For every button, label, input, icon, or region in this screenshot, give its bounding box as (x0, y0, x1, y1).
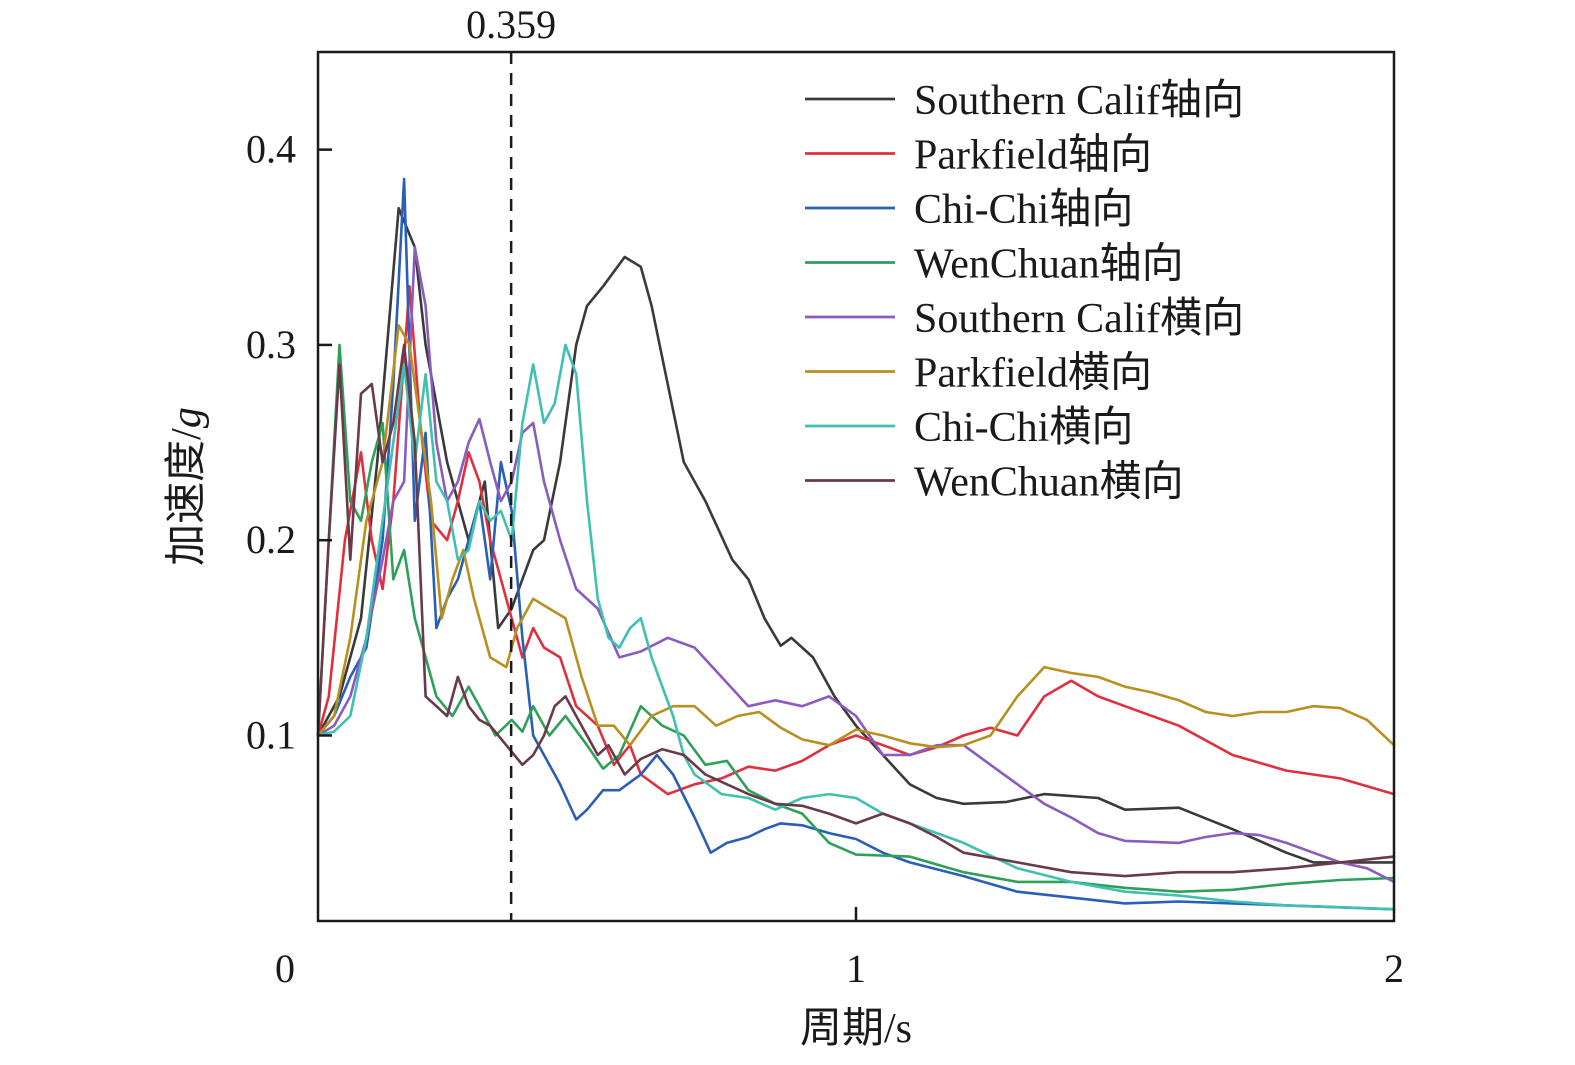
x-tick-label: 1 (846, 946, 866, 991)
series-line-7 (316, 343, 1396, 911)
legend-label: Southern Calif轴向 (914, 78, 1244, 124)
legend-entry: WenChuan轴向 (805, 242, 1184, 288)
y-axis-label-prefix: 加速度/ (164, 428, 210, 566)
y-axis-label: 加速度/g (164, 407, 210, 566)
series-line-2 (316, 285, 1396, 796)
y-tick-label: 0.4 (246, 127, 296, 172)
series-line-6 (316, 324, 1396, 749)
legend-entry: Chi-Chi横向 (805, 405, 1133, 451)
legend-label: Chi-Chi轴向 (914, 187, 1133, 233)
legend-label: WenChuan轴向 (914, 242, 1184, 288)
legend-entry: Parkfield横向 (805, 351, 1152, 397)
legend-label: Southern Calif横向 (914, 296, 1244, 342)
y-tick-label: 0.3 (246, 322, 296, 367)
ticks-layer: 0.1 0.2 0.3 0.4 0 1 2 (246, 127, 1404, 991)
legend-entry: Parkfield轴向 (805, 133, 1152, 179)
x-axis-label: 周期/s (800, 1006, 912, 1052)
series-line-8 (316, 343, 1396, 878)
y-tick-label: 0.1 (246, 712, 296, 757)
series-line-5 (316, 246, 1396, 884)
legend-entry: Southern Calif轴向 (805, 78, 1244, 124)
legend-label: WenChuan横向 (914, 460, 1184, 506)
legend-entry: Chi-Chi轴向 (805, 187, 1133, 233)
series-line-4 (316, 343, 1396, 893)
legend: Southern Calif轴向 Parkfield轴向 Chi-Chi轴向 WenC… (805, 78, 1244, 506)
legend-label: Parkfield横向 (914, 351, 1152, 397)
reference-line-label: 0.359 (466, 2, 556, 47)
x-tick-label: 2 (1384, 946, 1404, 991)
series-line-3 (316, 177, 1396, 911)
series-layer (316, 177, 1396, 911)
legend-label: Chi-Chi横向 (914, 405, 1133, 451)
legend-entry: Southern Calif横向 (805, 296, 1244, 342)
y-tick-label: 0.2 (246, 517, 296, 562)
y-axis-label-unit: g (164, 407, 210, 428)
legend-label: Parkfield轴向 (914, 133, 1152, 179)
x-tick-label: 0 (275, 946, 295, 991)
legend-entry: WenChuan横向 (805, 460, 1184, 506)
